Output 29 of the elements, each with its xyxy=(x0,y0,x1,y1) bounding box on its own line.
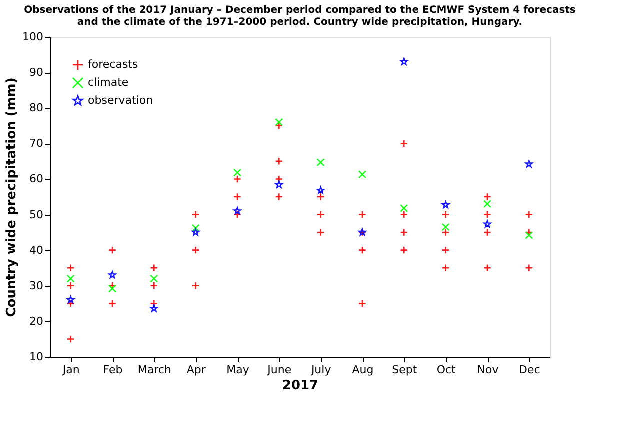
x-tick-label: Apr xyxy=(186,364,206,376)
y-tick-label: 90 xyxy=(30,66,44,80)
y-tick-label: 10 xyxy=(30,350,44,364)
y-tick-label: 100 xyxy=(22,30,44,44)
x-tick-label: Nov xyxy=(477,364,500,376)
y-tick-label: 20 xyxy=(30,314,44,328)
legend-label: climate xyxy=(88,76,129,89)
y-tick-label: 40 xyxy=(30,244,44,257)
legend-label: observation xyxy=(88,94,154,107)
x-tick-label: Sept xyxy=(392,364,418,376)
x-tick-label: May xyxy=(226,364,250,376)
text: Observations of the 2017 January – December period compared to the ECMWF System 4 forecasts xyxy=(24,5,576,16)
y-tick-label: 50 xyxy=(30,208,44,222)
x-tick-label: Aug xyxy=(352,364,374,376)
y-tick-label: 80 xyxy=(30,102,44,115)
y-tick-label: 60 xyxy=(30,172,44,186)
x-tick-label: Oct xyxy=(436,364,457,376)
x-axis-title: 2017 xyxy=(282,378,319,394)
x-tick-label: July xyxy=(310,364,332,376)
x-tick-label: March xyxy=(138,364,172,376)
legend-label: forecasts xyxy=(88,58,138,71)
x-tick-label: June xyxy=(266,364,292,376)
x-tick-label: Jan xyxy=(62,364,80,376)
x-tick-label: Dec xyxy=(519,364,540,376)
x-tick-label: Feb xyxy=(103,364,123,376)
y-tick-label: 70 xyxy=(30,137,44,150)
y-tick-label: 30 xyxy=(30,279,44,292)
y-axis-title: Country wide precipitation (mm) xyxy=(4,78,20,318)
text: and the climate of the 1971–2000 period. Country wide precipitation, Hungary. xyxy=(77,17,523,28)
